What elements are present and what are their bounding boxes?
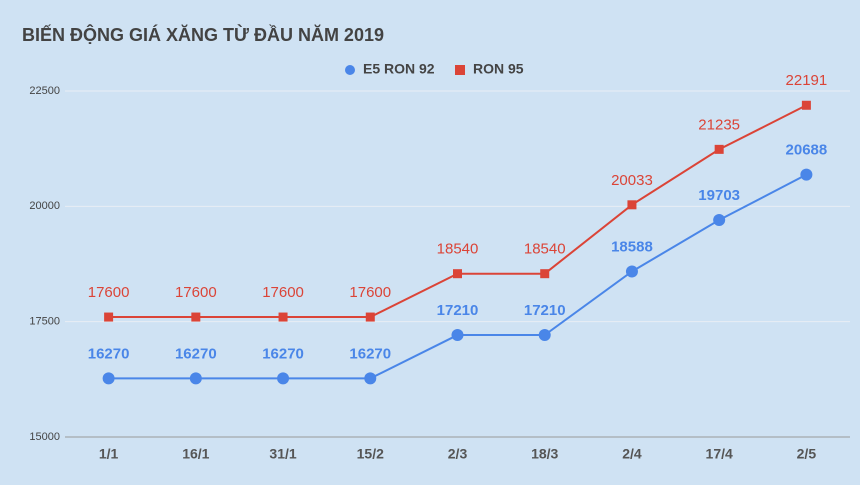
point (365, 312, 375, 322)
data-label: 16270 (349, 345, 391, 362)
point (364, 372, 377, 385)
point (102, 372, 115, 385)
legend-label: E5 RON 92 (363, 61, 435, 77)
data-label: 21235 (698, 116, 740, 133)
data-label: 16270 (175, 345, 217, 362)
point (104, 312, 114, 322)
data-label: 22191 (786, 72, 828, 89)
data-label: 17600 (262, 284, 304, 301)
data-label: 18540 (524, 241, 566, 258)
data-label: 16270 (262, 345, 304, 362)
data-label: 18540 (437, 241, 479, 258)
x-tick-label: 15/2 (357, 446, 384, 462)
data-label: 19703 (698, 187, 740, 204)
point (277, 372, 290, 385)
data-label: 20688 (786, 142, 828, 159)
data-label: 17600 (175, 284, 217, 301)
chart-title: BIẾN ĐỘNG GIÁ XĂNG TỪ ĐẦU NĂM 2019 (22, 24, 384, 45)
x-tick-label: 1/1 (99, 446, 119, 462)
data-label: 17600 (88, 284, 130, 301)
y-tick-label: 22500 (29, 85, 60, 97)
x-tick-label: 2/5 (797, 446, 817, 462)
data-label: 18588 (611, 238, 653, 255)
point (713, 214, 726, 227)
point (189, 372, 202, 385)
y-tick-label: 17500 (29, 316, 60, 328)
point (453, 269, 462, 279)
point (540, 269, 550, 279)
point (451, 329, 464, 342)
x-tick-label: 2/4 (622, 446, 642, 462)
data-label: 17210 (437, 302, 479, 319)
legend-marker (455, 65, 465, 75)
data-label: 17600 (349, 284, 391, 301)
y-tick-label: 20000 (29, 200, 60, 212)
point (801, 100, 811, 110)
legend-marker (345, 65, 355, 75)
x-tick-label: 31/1 (269, 446, 296, 462)
point (278, 312, 288, 322)
data-label: 16270 (88, 345, 130, 362)
x-tick-label: 2/3 (448, 446, 468, 462)
point (625, 265, 638, 278)
point (627, 200, 637, 210)
legend-label: RON 95 (473, 61, 524, 77)
point (191, 312, 201, 322)
x-tick-label: 17/4 (706, 446, 733, 462)
data-label: 17210 (524, 302, 566, 319)
point (800, 168, 813, 181)
point (714, 144, 724, 154)
x-tick-label: 16/1 (182, 446, 209, 462)
x-tick-label: 18/3 (531, 446, 558, 462)
y-tick-label: 15000 (29, 431, 60, 443)
data-label: 20033 (611, 172, 653, 189)
point (538, 329, 551, 342)
